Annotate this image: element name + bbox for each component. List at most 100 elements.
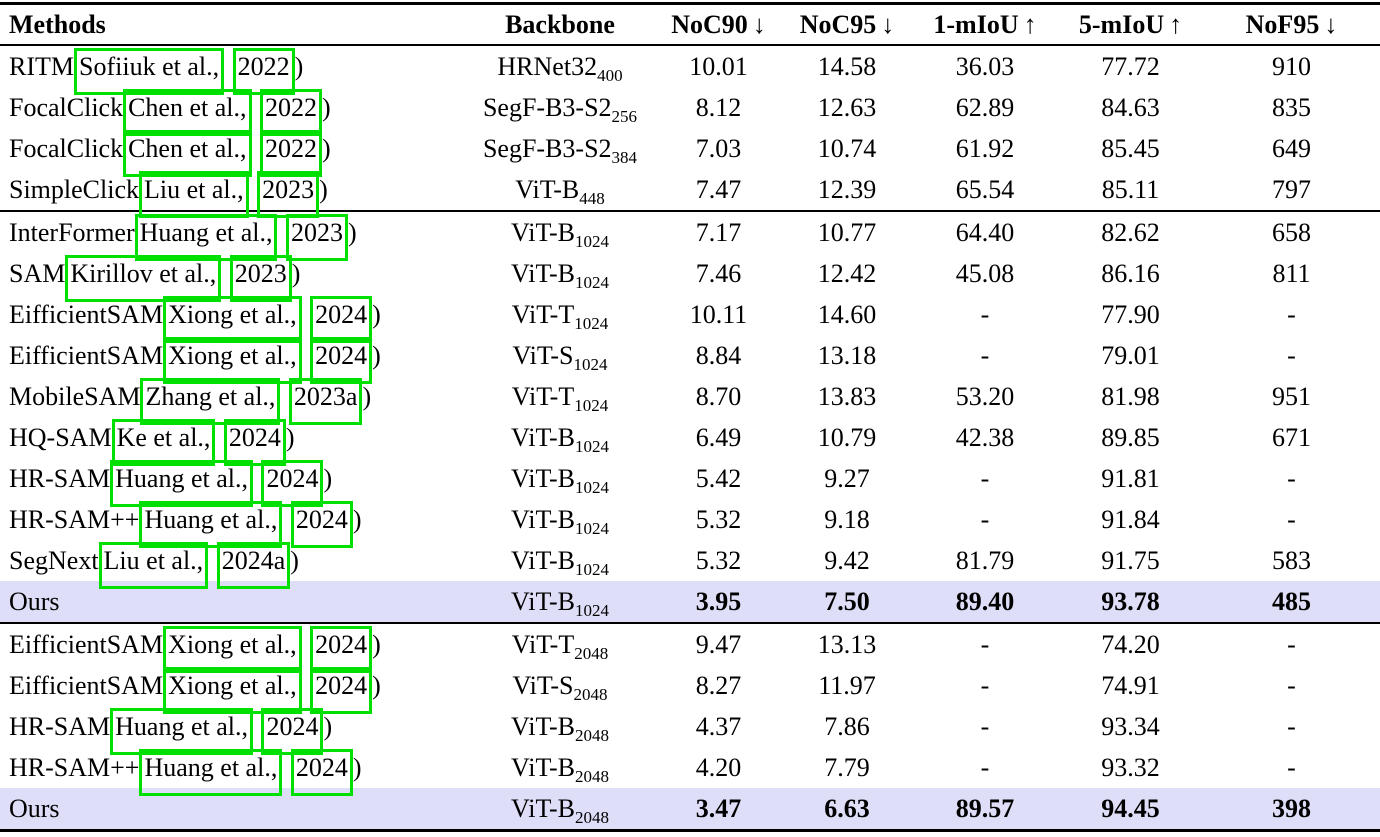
citation-authors-link[interactable]: Huang et al., (134, 213, 278, 261)
citation-close-paren: ) (372, 340, 381, 370)
citation-year-link[interactable]: 2024 (223, 418, 286, 466)
backbone-resolution-subscript: 2048 (574, 643, 609, 663)
method-cell: EifficientSAM Xiong et al., 2024) (0, 622, 465, 673)
backbone-resolution-subscript: 1024 (574, 231, 609, 251)
citation-year-link[interactable]: 2024 (290, 748, 353, 796)
metric-value-miou1: - (980, 299, 990, 329)
column-header-label: 1-mIoU (933, 9, 1019, 39)
citation-year-link[interactable]: 2023 (229, 254, 292, 302)
citation-authors-link[interactable]: Kirillov et al., (65, 254, 222, 302)
citation-year-link[interactable]: 2024 (310, 295, 373, 343)
citation-year-link[interactable]: 2024 (310, 336, 373, 384)
backbone-resolution-subscript: 2048 (574, 766, 609, 786)
citation-authors-link[interactable]: Liu et al., (139, 170, 249, 218)
citation-authors-link[interactable]: Ke et al., (111, 418, 216, 466)
metric-value-noc90: 5.32 (695, 545, 742, 575)
citation-authors-link[interactable]: Huang et al., (139, 500, 283, 548)
citation-close-paren: ) (322, 133, 331, 163)
metric-value-miou5: 91.81 (1101, 463, 1160, 493)
lower-is-better-arrow-icon: ↓ (881, 9, 895, 39)
metric-value-miou1: - (980, 670, 990, 700)
citation-close-paren: ) (352, 752, 362, 782)
metric-value-miou1: - (980, 340, 990, 370)
citation-authors-link[interactable]: Xiong et al., (163, 295, 302, 343)
citation-year-link[interactable]: 2023a (288, 377, 363, 425)
metric-value-noc95: 6.63 (782, 788, 912, 831)
citation-authors-link[interactable]: Xiong et al., (163, 625, 302, 673)
metric-value-miou1: 62.89 (955, 92, 1015, 122)
method-cell: FocalClick Chen et al., 2022) (0, 87, 465, 136)
backbone-name: SegF-B3-S2 (482, 133, 612, 163)
metric-value-noc95: 14.60 (817, 299, 877, 329)
metric-value-nof95: - (1287, 504, 1296, 534)
column-header-label: Backbone (505, 9, 615, 39)
metric-value-miou1: 65.54 (955, 174, 1015, 204)
citation-authors-link[interactable]: Huang et al., (110, 459, 253, 507)
table-row: EifficientSAM Xiong et al., 2024) ViT-T204… (0, 622, 1380, 673)
citation-close-paren: ) (323, 463, 333, 493)
citation-authors-link[interactable]: Liu et al., (98, 541, 209, 589)
metric-value-nof95: - (1287, 711, 1296, 741)
metric-value-noc90: 10.11 (689, 299, 748, 329)
backbone-name: ViT-B (511, 545, 575, 575)
citation-year-link[interactable]: 2023 (285, 213, 348, 261)
metric-value-noc90: 7.03 (695, 133, 742, 163)
backbone-cell: SegF-B3-S2256 (465, 87, 655, 128)
metric-value-noc90: 8.12 (695, 92, 742, 122)
citation-authors-link[interactable]: Chen et al., (123, 129, 252, 177)
backbone-resolution-subscript: 400 (597, 65, 623, 85)
metric-value-noc95: 13.83 (817, 381, 877, 411)
citation-year-link[interactable]: 2022 (260, 88, 323, 136)
citation-authors-link[interactable]: Zhang et al., (140, 377, 281, 425)
metric-value-miou1: 89.40 (912, 581, 1058, 623)
metric-value-noc95: 10.77 (782, 210, 912, 253)
citation-year-link[interactable]: 2024 (261, 459, 324, 507)
citation-authors-link[interactable]: Xiong et al., (163, 666, 302, 714)
citation-authors-link[interactable]: Xiong et al., (163, 336, 302, 384)
citation-year-link[interactable]: 2024 (310, 625, 373, 673)
method-cell: Ours (0, 788, 465, 831)
citation-authors-link[interactable]: Huang et al., (110, 707, 253, 755)
citation-year-link[interactable]: 2024 (261, 707, 324, 755)
citation-authors-link[interactable]: Huang et al., (139, 748, 283, 796)
citation-authors-link[interactable]: Sofiiuk et al., (74, 47, 225, 95)
metric-value-noc95: 7.79 (824, 752, 870, 782)
metric-value-nof95: 811 (1272, 258, 1311, 288)
citation-year-link[interactable]: 2022 (260, 129, 323, 177)
metric-value-noc90: 3.95 (655, 581, 782, 623)
metric-value-noc95: 7.86 (824, 711, 870, 741)
citation-year-link[interactable]: 2024 (310, 666, 373, 714)
metric-value-miou5: 74.20 (1058, 622, 1203, 665)
citation-close-paren: ) (322, 92, 331, 122)
backbone-resolution-subscript: 1024 (574, 477, 609, 497)
metric-value-miou5: 77.72 (1101, 51, 1160, 81)
backbone-name: ViT-B (511, 793, 575, 823)
metric-value-miou1: - (980, 711, 990, 741)
backbone-cell: HRNet32400 (465, 45, 655, 87)
metric-value-nof95: 583 (1272, 545, 1311, 575)
metric-value-noc95: 13.18 (817, 340, 877, 370)
citation-authors-link[interactable]: Chen et al., (123, 88, 252, 136)
metric-value-miou5: 84.63 (1101, 92, 1160, 122)
table-row-ours: Ours ViT-B1024 3.95 7.50 89.40 93.78 485 (0, 581, 1380, 623)
citation-year-link[interactable]: 2023 (257, 170, 320, 218)
metric-value-miou1: 45.08 (955, 258, 1015, 288)
lower-is-better-arrow-icon: ↓ (1324, 9, 1338, 39)
method-cell: HQ-SAM Ke et al., 2024) (0, 417, 465, 466)
backbone-cell: ViT-B1024 (465, 417, 655, 458)
metric-value-noc95: 12.63 (817, 92, 877, 122)
citation-year-link[interactable]: 2024a (216, 541, 291, 589)
citation-close-paren: ) (362, 381, 372, 411)
metric-value-nof95: - (1287, 463, 1296, 493)
table-row: SegNext Liu et al., 2024a) ViT-B1024 5.32 9.… (0, 540, 1380, 589)
backbone-resolution-subscript: 384 (611, 147, 638, 167)
backbone-resolution-subscript: 1024 (574, 518, 609, 538)
metric-value-noc90: 3.47 (655, 788, 782, 831)
metric-value-noc90: 5.42 (695, 463, 742, 493)
citation-year-link[interactable]: 2024 (290, 500, 353, 548)
citation-year-link[interactable]: 2022 (232, 47, 295, 95)
metric-value-miou5: 74.91 (1101, 670, 1160, 700)
method-cell: HR-SAM Huang et al., 2024) (0, 458, 465, 507)
